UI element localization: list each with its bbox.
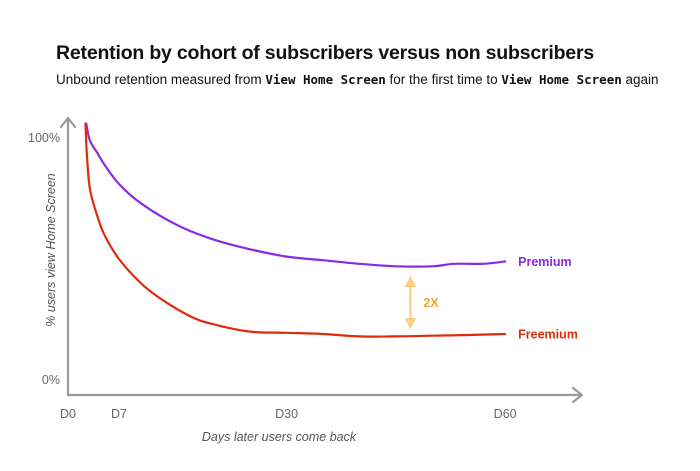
event-name-code: View Home Screen	[501, 72, 622, 87]
x-tick-label: D7	[111, 407, 127, 421]
y-tick-label: 100%	[28, 131, 60, 145]
subtitle-text: again	[621, 72, 659, 87]
tick-labels: D0 D7 D30 D60 0% 100%	[28, 131, 517, 421]
series-lines: Premium Freemium	[84, 122, 578, 342]
subtitle-text: for the first time to	[385, 72, 502, 87]
series-label-premium: Premium	[518, 255, 572, 269]
chart-title: Retention by cohort of subscribers versu…	[56, 42, 594, 64]
series-line-premium	[85, 122, 507, 268]
y-tick-label: 0%	[42, 373, 60, 387]
x-axis-title: Days later users come back	[202, 430, 357, 444]
x-tick-label: D0	[60, 407, 76, 421]
chart-subtitle: Unbound retention measured from View Hom…	[56, 72, 659, 87]
series-label-freemium: Freemium	[518, 328, 578, 342]
axes	[59, 116, 584, 404]
x-tick-label: D30	[275, 407, 298, 421]
annotation-label: 2X	[423, 296, 439, 310]
series-line-freemium	[84, 122, 507, 338]
y-axis-arrow	[59, 116, 77, 129]
subtitle-text: Unbound retention measured from	[56, 72, 266, 87]
annotation: 2X	[404, 275, 439, 330]
annotation-arrow-head-down	[404, 318, 417, 330]
x-axis-arrow	[571, 386, 584, 404]
x-tick-label: D60	[494, 407, 517, 421]
annotation-arrow-head-up	[404, 275, 417, 287]
event-name-code: View Home Screen	[265, 72, 386, 87]
y-axis-title: % users view Home Screen	[44, 173, 58, 327]
